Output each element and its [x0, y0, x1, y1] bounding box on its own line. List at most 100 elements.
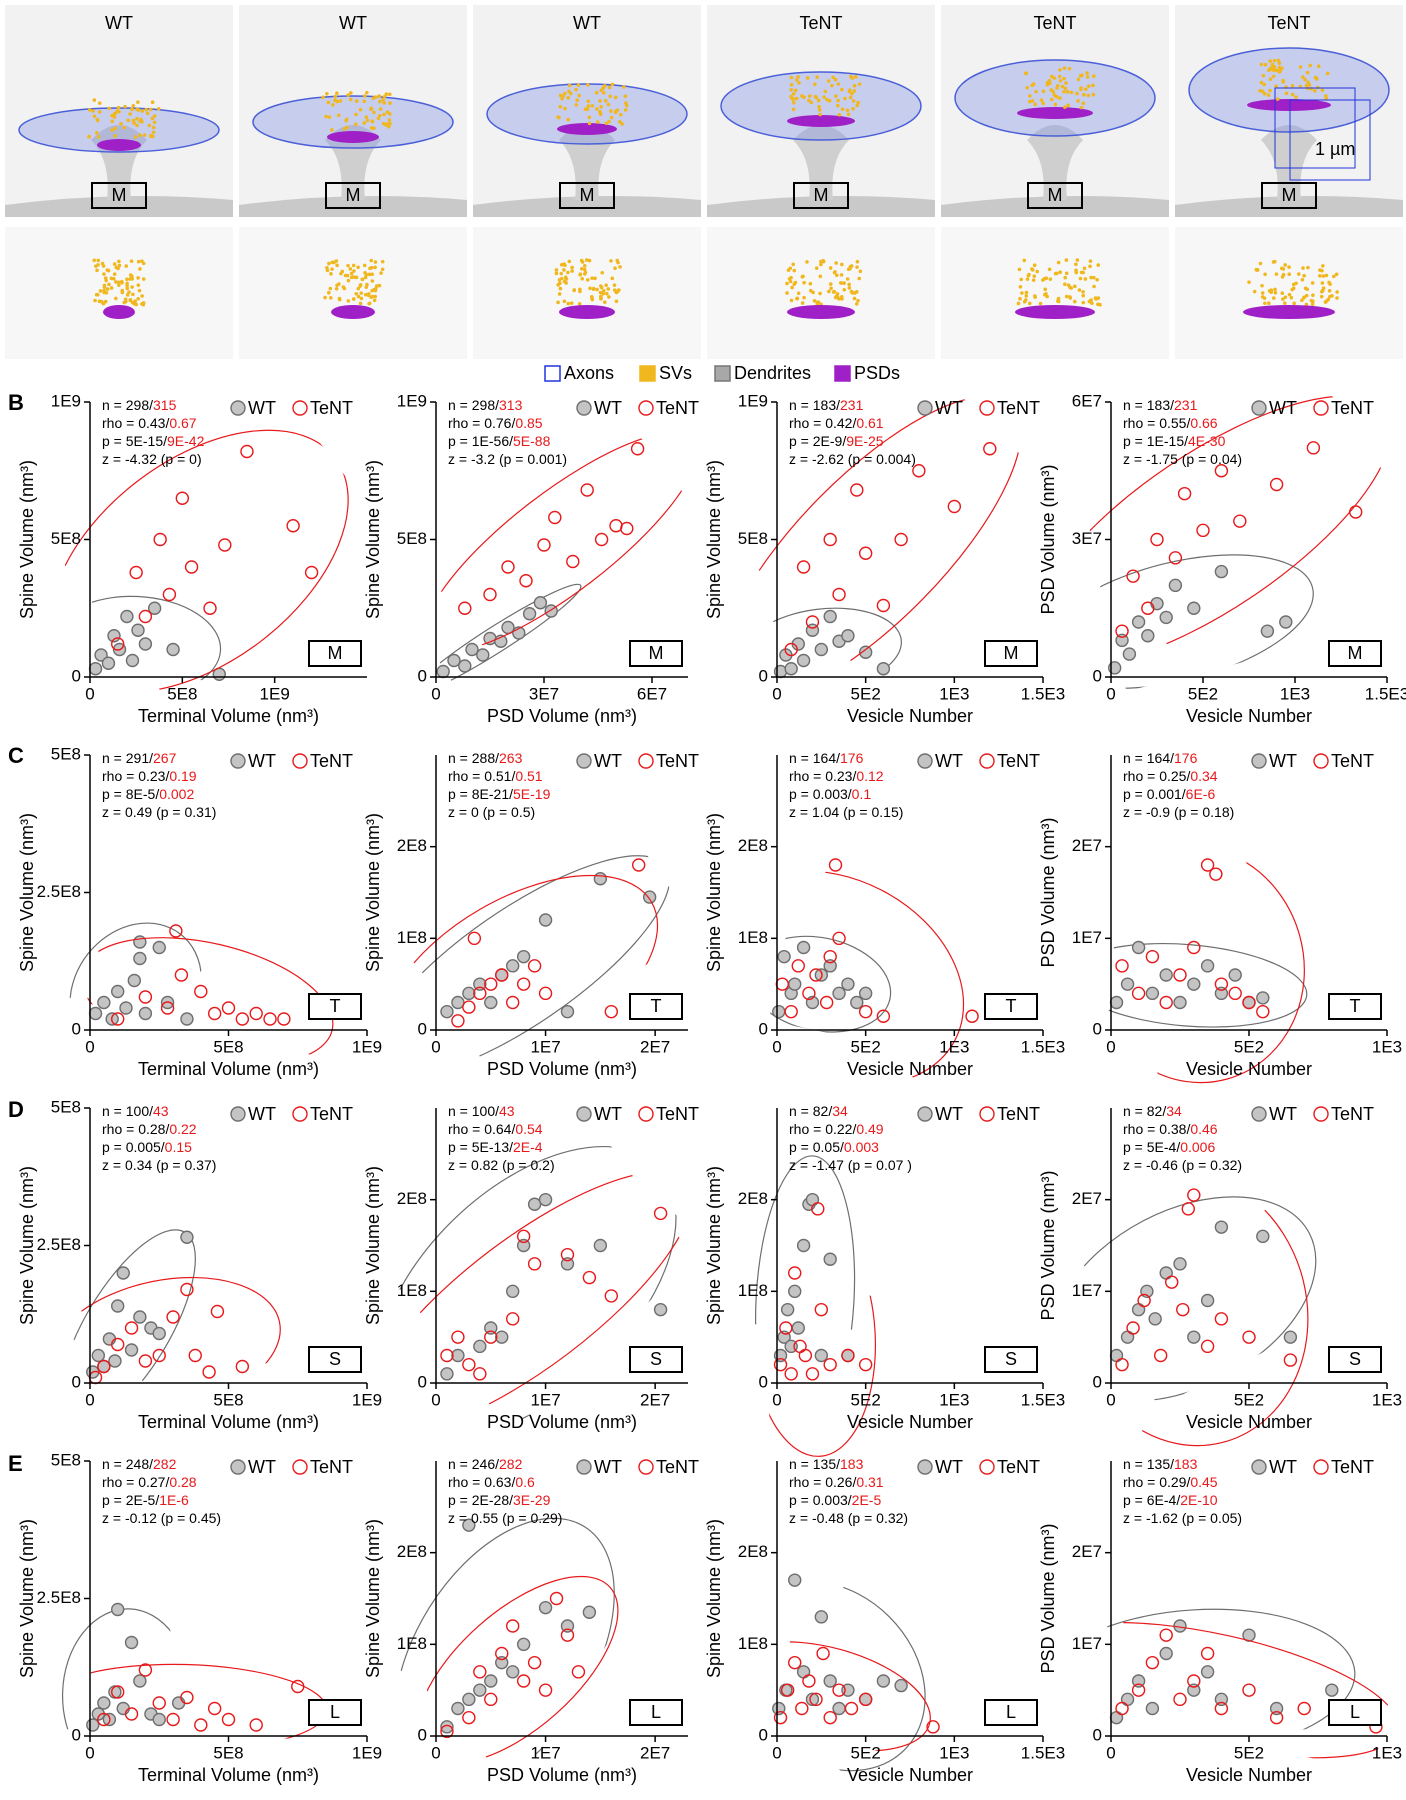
stat-part: 2E-10 [1180, 1492, 1218, 1508]
point [203, 601, 217, 615]
x-tick-label: 1E3 [1372, 1037, 1402, 1056]
stat-part: z = -4.32 (p = 0) [102, 451, 202, 467]
sv [348, 97, 353, 102]
sv [1031, 278, 1036, 282]
sv [365, 118, 370, 123]
point [828, 858, 843, 872]
x-axis-label: Vesicle Number [1186, 1765, 1312, 1785]
sv [365, 90, 369, 95]
sv [570, 269, 574, 273]
point [202, 1365, 216, 1379]
stat-part: 0.22 [169, 1121, 196, 1137]
point [814, 1610, 829, 1624]
y-axis-label: PSD Volume (nm³) [1038, 1523, 1058, 1673]
sv [362, 121, 366, 125]
region-label: L [330, 1702, 340, 1722]
sv [104, 278, 108, 283]
sv [1081, 293, 1086, 298]
stat-part: p = 2E-9/ [789, 433, 846, 449]
sv [370, 119, 374, 124]
sv [1272, 58, 1277, 63]
sv [380, 259, 385, 264]
sv [138, 267, 142, 271]
region-label: M [814, 185, 829, 205]
stat-part: z = -3.2 (p = 0.001) [448, 451, 567, 467]
y-tick-label: 0 [418, 1725, 427, 1744]
sv [102, 285, 107, 289]
confidence-ellipse [1103, 1621, 1400, 1759]
confidence-ellipse [1107, 942, 1308, 1028]
sv [599, 284, 603, 288]
sv [370, 272, 374, 277]
y-tick-label: 0 [418, 1372, 427, 1391]
sv [830, 83, 834, 88]
legend-marker [576, 1459, 592, 1475]
sv [606, 102, 611, 107]
sv [376, 116, 381, 121]
stat-line: z = -0.9 (p = 0.18) [1123, 804, 1234, 820]
stat-part: 0.19 [169, 768, 196, 784]
point [169, 924, 183, 938]
scale-label: 1 µm [1315, 139, 1355, 159]
point [286, 519, 300, 533]
sv [387, 118, 392, 122]
sv [554, 268, 559, 272]
point [440, 1367, 454, 1381]
stat-line: n = 288/263 [448, 750, 523, 766]
sv [1267, 301, 1271, 305]
confidence-ellipse [1051, 1196, 1317, 1402]
region-box [629, 1699, 683, 1726]
region-label: M [1004, 643, 1019, 663]
confidence-ellipse [88, 595, 222, 688]
stat-part: n = 135/ [1123, 1456, 1174, 1472]
sv [1066, 103, 1070, 108]
sv [151, 130, 156, 135]
legend-label: TeNT [1331, 751, 1374, 771]
psd [1247, 99, 1331, 111]
point [124, 1635, 139, 1650]
point [1214, 1692, 1229, 1707]
point [805, 1367, 820, 1381]
point [1256, 991, 1270, 1005]
sv [1051, 89, 1056, 94]
sv [1272, 68, 1276, 73]
sv [328, 296, 333, 300]
x-tick-label: 1.5E3 [1021, 1390, 1065, 1409]
x-tick-label: 5E8 [213, 1743, 243, 1762]
point [1187, 1674, 1201, 1688]
point [110, 1012, 125, 1026]
legend-marker [917, 1106, 933, 1122]
point [1109, 1710, 1124, 1725]
sv [123, 297, 128, 302]
y-tick-label: 1E9 [51, 391, 81, 410]
panel-label: D [8, 1097, 24, 1122]
sv [562, 299, 567, 304]
region-box [308, 640, 362, 667]
point [538, 913, 553, 927]
sv [96, 258, 101, 263]
stat-line: n = 248/282 [102, 1456, 177, 1472]
point [1141, 629, 1155, 643]
axon [252, 95, 454, 149]
stat-part: z = -1.75 (p = 0.04) [1123, 451, 1242, 467]
zoom-tile [941, 227, 1169, 359]
point [473, 986, 487, 1001]
legend-marker [917, 1459, 933, 1475]
point [1131, 986, 1146, 1001]
y-tick-label: 2E8 [397, 836, 427, 855]
sv [577, 301, 582, 306]
sv [92, 98, 97, 102]
stat-part: z = -0.9 (p = 0.18) [1123, 804, 1234, 820]
point [467, 931, 482, 946]
y-tick-label: 2E8 [738, 1542, 768, 1561]
zoom-tile [5, 227, 233, 359]
sv [145, 111, 150, 116]
sv [1300, 298, 1304, 302]
sv [1052, 76, 1057, 80]
sv [359, 296, 364, 301]
point [819, 995, 834, 1010]
sv [1275, 97, 1280, 101]
sv [1023, 71, 1028, 76]
point [473, 1683, 487, 1697]
sv [590, 296, 594, 301]
